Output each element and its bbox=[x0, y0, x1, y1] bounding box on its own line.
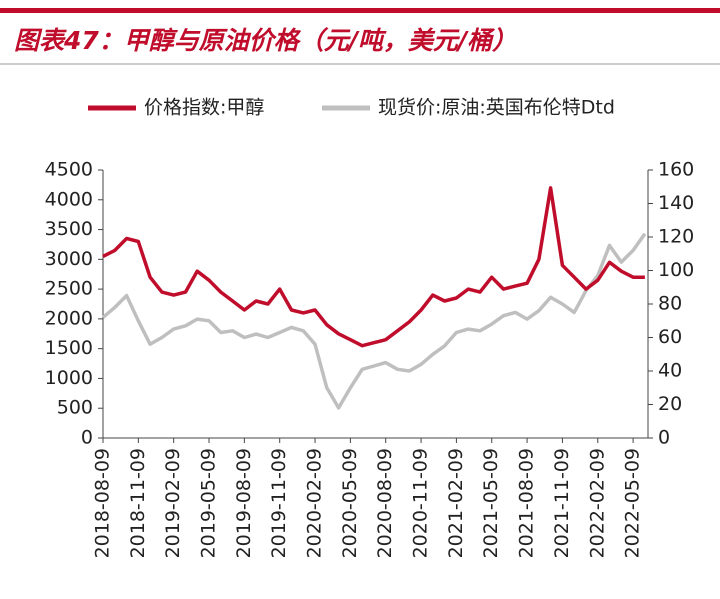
title-rule bbox=[0, 8, 720, 13]
x-tick-label: 2020-05-09 bbox=[339, 448, 361, 558]
series-line bbox=[101, 232, 647, 410]
legend-label: 现货价:原油:英国布伦特Dtd bbox=[378, 97, 615, 119]
y2-tick-label: 100 bbox=[658, 259, 694, 281]
x-tick-label: 2020-02-09 bbox=[304, 448, 326, 558]
y-tick-label: 0 bbox=[81, 427, 93, 449]
y2-tick-label: 60 bbox=[658, 326, 682, 348]
series-line bbox=[102, 186, 645, 348]
y-tick-label: 4500 bbox=[45, 159, 93, 181]
x-tick-label: 2020-11-09 bbox=[410, 448, 432, 558]
y2-tick-label: 40 bbox=[658, 360, 682, 382]
y-tick-label: 3500 bbox=[45, 218, 93, 240]
y-tick-label: 2000 bbox=[45, 307, 93, 329]
x-tick-label: 2022-05-09 bbox=[622, 448, 644, 558]
x-tick-label: 2019-05-09 bbox=[198, 448, 220, 558]
y-tick-label: 2500 bbox=[45, 278, 93, 300]
y-tick-label: 1000 bbox=[45, 367, 93, 389]
x-tick-label: 2022-02-09 bbox=[586, 448, 608, 558]
legend-label: 价格指数:甲醇 bbox=[144, 97, 264, 119]
x-tick-label: 2019-11-09 bbox=[268, 448, 290, 558]
y-tick-label: 3000 bbox=[45, 248, 93, 270]
y-tick-label: 1500 bbox=[45, 337, 93, 359]
x-tick-label: 2019-02-09 bbox=[162, 448, 184, 558]
y2-tick-label: 120 bbox=[658, 226, 694, 248]
x-tick-label: 2021-11-09 bbox=[551, 448, 573, 558]
x-tick-label: 2021-08-09 bbox=[516, 448, 538, 558]
y2-tick-label: 80 bbox=[658, 293, 682, 315]
chart-title: 图表47：甲醇与原油价格（元/吨，美元/桶） bbox=[14, 26, 517, 55]
y2-tick-label: 140 bbox=[658, 192, 694, 214]
y2-tick-label: 20 bbox=[658, 393, 682, 415]
x-tick-label: 2019-08-09 bbox=[233, 448, 255, 558]
y-tick-label: 500 bbox=[57, 397, 93, 419]
x-tick-label: 2020-08-09 bbox=[374, 448, 396, 558]
x-tick-label: 2018-08-09 bbox=[92, 448, 114, 558]
y2-tick-label: 0 bbox=[658, 427, 670, 449]
x-tick-label: 2018-11-09 bbox=[127, 448, 149, 558]
y-tick-label: 4000 bbox=[45, 188, 93, 210]
y2-tick-label: 160 bbox=[658, 159, 694, 181]
x-tick-label: 2021-05-09 bbox=[480, 448, 502, 558]
x-tick-label: 2021-02-09 bbox=[445, 448, 467, 558]
